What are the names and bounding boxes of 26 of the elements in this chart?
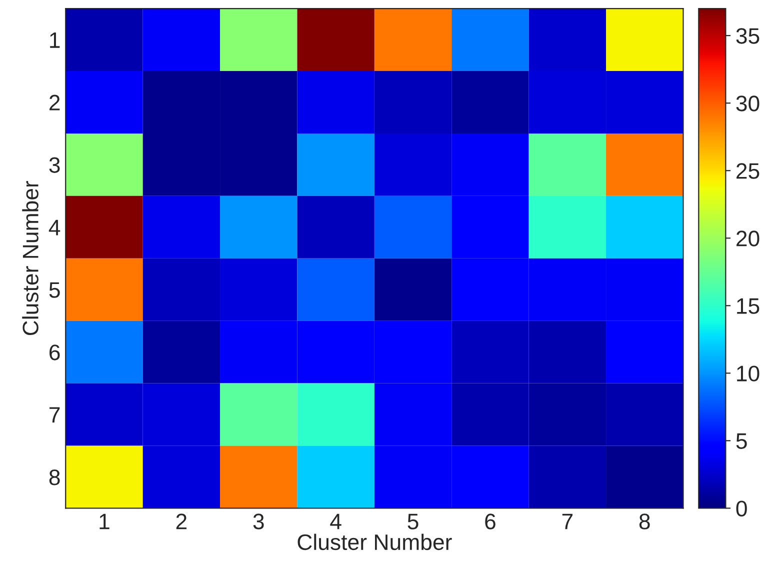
color-bar-label: 35 <box>736 28 760 44</box>
color-bar-label: 10 <box>737 366 760 382</box>
y-tick-label: 1 <box>50 32 60 48</box>
color-bar-label: 30 <box>736 96 760 112</box>
x-tick-label: 7 <box>562 514 572 530</box>
color-bar-label: 15 <box>737 298 760 314</box>
color-bar-label: 0 <box>736 500 747 516</box>
y-tick-label: 5 <box>49 282 60 298</box>
x-tick-label: 4 <box>330 514 342 530</box>
color-bar-label: 20 <box>736 230 760 246</box>
y-tick-label: 3 <box>49 157 60 173</box>
y-tick-label: 7 <box>50 407 60 423</box>
y-tick-label: 2 <box>50 94 60 110</box>
color-bar-label: 5 <box>736 433 747 449</box>
x-tick-label: 8 <box>639 514 650 530</box>
y-tick-label: 4 <box>48 220 60 236</box>
x-tick-label: 2 <box>176 514 186 530</box>
y-tick-label: 8 <box>49 470 60 486</box>
y-tick-label: 6 <box>50 344 60 360</box>
x-tick-label: 3 <box>253 514 264 530</box>
x-tick-label: 1 <box>100 514 110 530</box>
x-axis-title: Cluster Number <box>298 534 452 550</box>
y-axis-title: Cluster Number <box>22 180 38 336</box>
x-tick-label: 5 <box>408 514 418 530</box>
color-bar-label: 25 <box>736 163 760 179</box>
x-tick-label: 6 <box>485 514 496 530</box>
